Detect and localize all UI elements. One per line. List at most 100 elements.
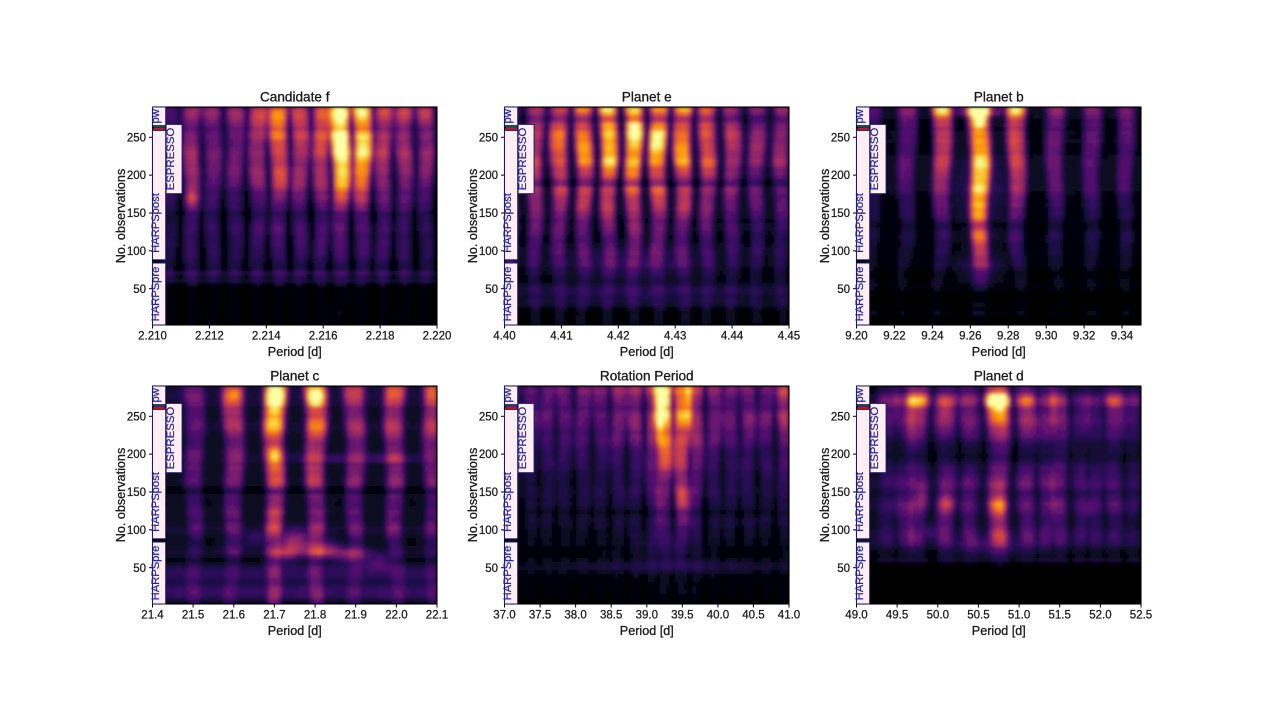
svg-text:100: 100	[127, 525, 146, 537]
svg-text:50.5: 50.5	[967, 610, 989, 622]
svg-text:HARPSpost: HARPSpost	[502, 471, 514, 532]
svg-text:ESPRESSO: ESPRESSO	[869, 407, 881, 470]
svg-text:HARPSpost: HARPSpost	[854, 192, 866, 253]
svg-text:150: 150	[831, 208, 850, 220]
svg-text:pw: pw	[502, 108, 514, 123]
svg-text:200: 200	[831, 170, 850, 182]
svg-text:37.0: 37.0	[493, 610, 515, 622]
svg-text:52.5: 52.5	[1130, 610, 1152, 622]
svg-text:9.24: 9.24	[921, 331, 944, 343]
svg-text:Planet b: Planet b	[974, 90, 1024, 105]
svg-text:HARPSpre: HARPSpre	[150, 546, 162, 601]
svg-text:40.0: 40.0	[707, 610, 729, 622]
svg-text:100: 100	[831, 525, 850, 537]
svg-text:52.0: 52.0	[1089, 610, 1111, 622]
svg-text:9.26: 9.26	[959, 331, 981, 343]
svg-text:HARPSpre: HARPSpre	[150, 267, 162, 322]
svg-text:No. observations: No. observations	[466, 169, 480, 264]
svg-text:No. observations: No. observations	[466, 448, 480, 543]
svg-text:250: 250	[831, 132, 850, 144]
svg-text:200: 200	[127, 449, 146, 461]
svg-text:Period [d]: Period [d]	[620, 624, 674, 638]
svg-text:pw: pw	[150, 108, 162, 123]
svg-text:50: 50	[133, 563, 146, 575]
svg-text:HARPSpre: HARPSpre	[854, 546, 866, 601]
svg-text:38.5: 38.5	[600, 610, 622, 622]
svg-text:2.212: 2.212	[195, 331, 224, 343]
svg-text:51.0: 51.0	[1008, 610, 1030, 622]
svg-text:21.8: 21.8	[304, 610, 326, 622]
svg-text:37.5: 37.5	[529, 610, 551, 622]
svg-text:200: 200	[479, 449, 498, 461]
svg-text:ESPRESSO: ESPRESSO	[869, 128, 881, 191]
svg-text:HARPSpre: HARPSpre	[502, 267, 514, 322]
svg-text:9.30: 9.30	[1035, 331, 1057, 343]
svg-text:21.7: 21.7	[263, 610, 285, 622]
svg-text:HARPSpost: HARPSpost	[150, 471, 162, 532]
svg-text:Period [d]: Period [d]	[268, 345, 322, 359]
svg-text:Period [d]: Period [d]	[972, 345, 1026, 359]
svg-text:39.5: 39.5	[671, 610, 693, 622]
svg-text:ESPRESSO: ESPRESSO	[517, 407, 529, 470]
svg-text:100: 100	[479, 525, 498, 537]
svg-text:21.9: 21.9	[345, 610, 367, 622]
svg-text:38.0: 38.0	[564, 610, 586, 622]
svg-text:2.210: 2.210	[138, 331, 167, 343]
svg-text:HARPSpost: HARPSpost	[854, 471, 866, 532]
svg-text:Period [d]: Period [d]	[972, 624, 1026, 638]
svg-text:Period [d]: Period [d]	[268, 624, 322, 638]
svg-text:Rotation Period: Rotation Period	[600, 369, 694, 384]
svg-text:250: 250	[127, 132, 146, 144]
svg-text:41.0: 41.0	[778, 610, 800, 622]
svg-text:49.5: 49.5	[886, 610, 908, 622]
svg-text:9.22: 9.22	[883, 331, 905, 343]
svg-text:4.41: 4.41	[550, 331, 572, 343]
svg-text:40.5: 40.5	[742, 610, 764, 622]
svg-text:50: 50	[837, 563, 850, 575]
svg-text:150: 150	[479, 487, 498, 499]
svg-text:Planet e: Planet e	[622, 90, 672, 105]
svg-text:50: 50	[485, 284, 498, 296]
svg-text:150: 150	[127, 487, 146, 499]
svg-text:9.28: 9.28	[997, 331, 1019, 343]
svg-text:2.214: 2.214	[252, 331, 281, 343]
svg-text:100: 100	[127, 246, 146, 258]
svg-text:Planet c: Planet c	[270, 369, 319, 384]
svg-text:ESPRESSO: ESPRESSO	[165, 407, 177, 470]
svg-text:200: 200	[479, 170, 498, 182]
svg-text:pw: pw	[150, 387, 162, 402]
svg-text:250: 250	[479, 132, 498, 144]
svg-text:39.0: 39.0	[636, 610, 658, 622]
svg-text:49.0: 49.0	[845, 610, 867, 622]
svg-text:pw: pw	[502, 387, 514, 402]
svg-text:50: 50	[837, 284, 850, 296]
svg-text:50: 50	[485, 563, 498, 575]
svg-text:Period [d]: Period [d]	[620, 345, 674, 359]
svg-text:9.34: 9.34	[1111, 331, 1134, 343]
svg-text:pw: pw	[854, 108, 866, 123]
svg-text:21.6: 21.6	[223, 610, 245, 622]
svg-text:9.32: 9.32	[1073, 331, 1095, 343]
svg-text:HARPSpost: HARPSpost	[502, 192, 514, 253]
svg-text:200: 200	[127, 170, 146, 182]
svg-text:Candidate f: Candidate f	[260, 90, 330, 105]
svg-text:4.43: 4.43	[664, 331, 686, 343]
svg-text:150: 150	[479, 208, 498, 220]
svg-text:ESPRESSO: ESPRESSO	[517, 128, 529, 191]
svg-text:4.42: 4.42	[607, 331, 629, 343]
svg-text:4.40: 4.40	[493, 331, 515, 343]
svg-text:ESPRESSO: ESPRESSO	[165, 128, 177, 191]
svg-text:No. observations: No. observations	[818, 448, 832, 543]
svg-text:50.0: 50.0	[927, 610, 949, 622]
svg-text:150: 150	[127, 208, 146, 220]
svg-text:100: 100	[831, 246, 850, 258]
svg-text:250: 250	[479, 411, 498, 423]
svg-text:No. observations: No. observations	[114, 448, 128, 543]
svg-text:250: 250	[127, 411, 146, 423]
svg-text:50: 50	[133, 284, 146, 296]
svg-text:2.216: 2.216	[309, 331, 338, 343]
svg-text:9.20: 9.20	[845, 331, 867, 343]
svg-text:200: 200	[831, 449, 850, 461]
svg-text:51.5: 51.5	[1049, 610, 1071, 622]
svg-text:150: 150	[831, 487, 850, 499]
